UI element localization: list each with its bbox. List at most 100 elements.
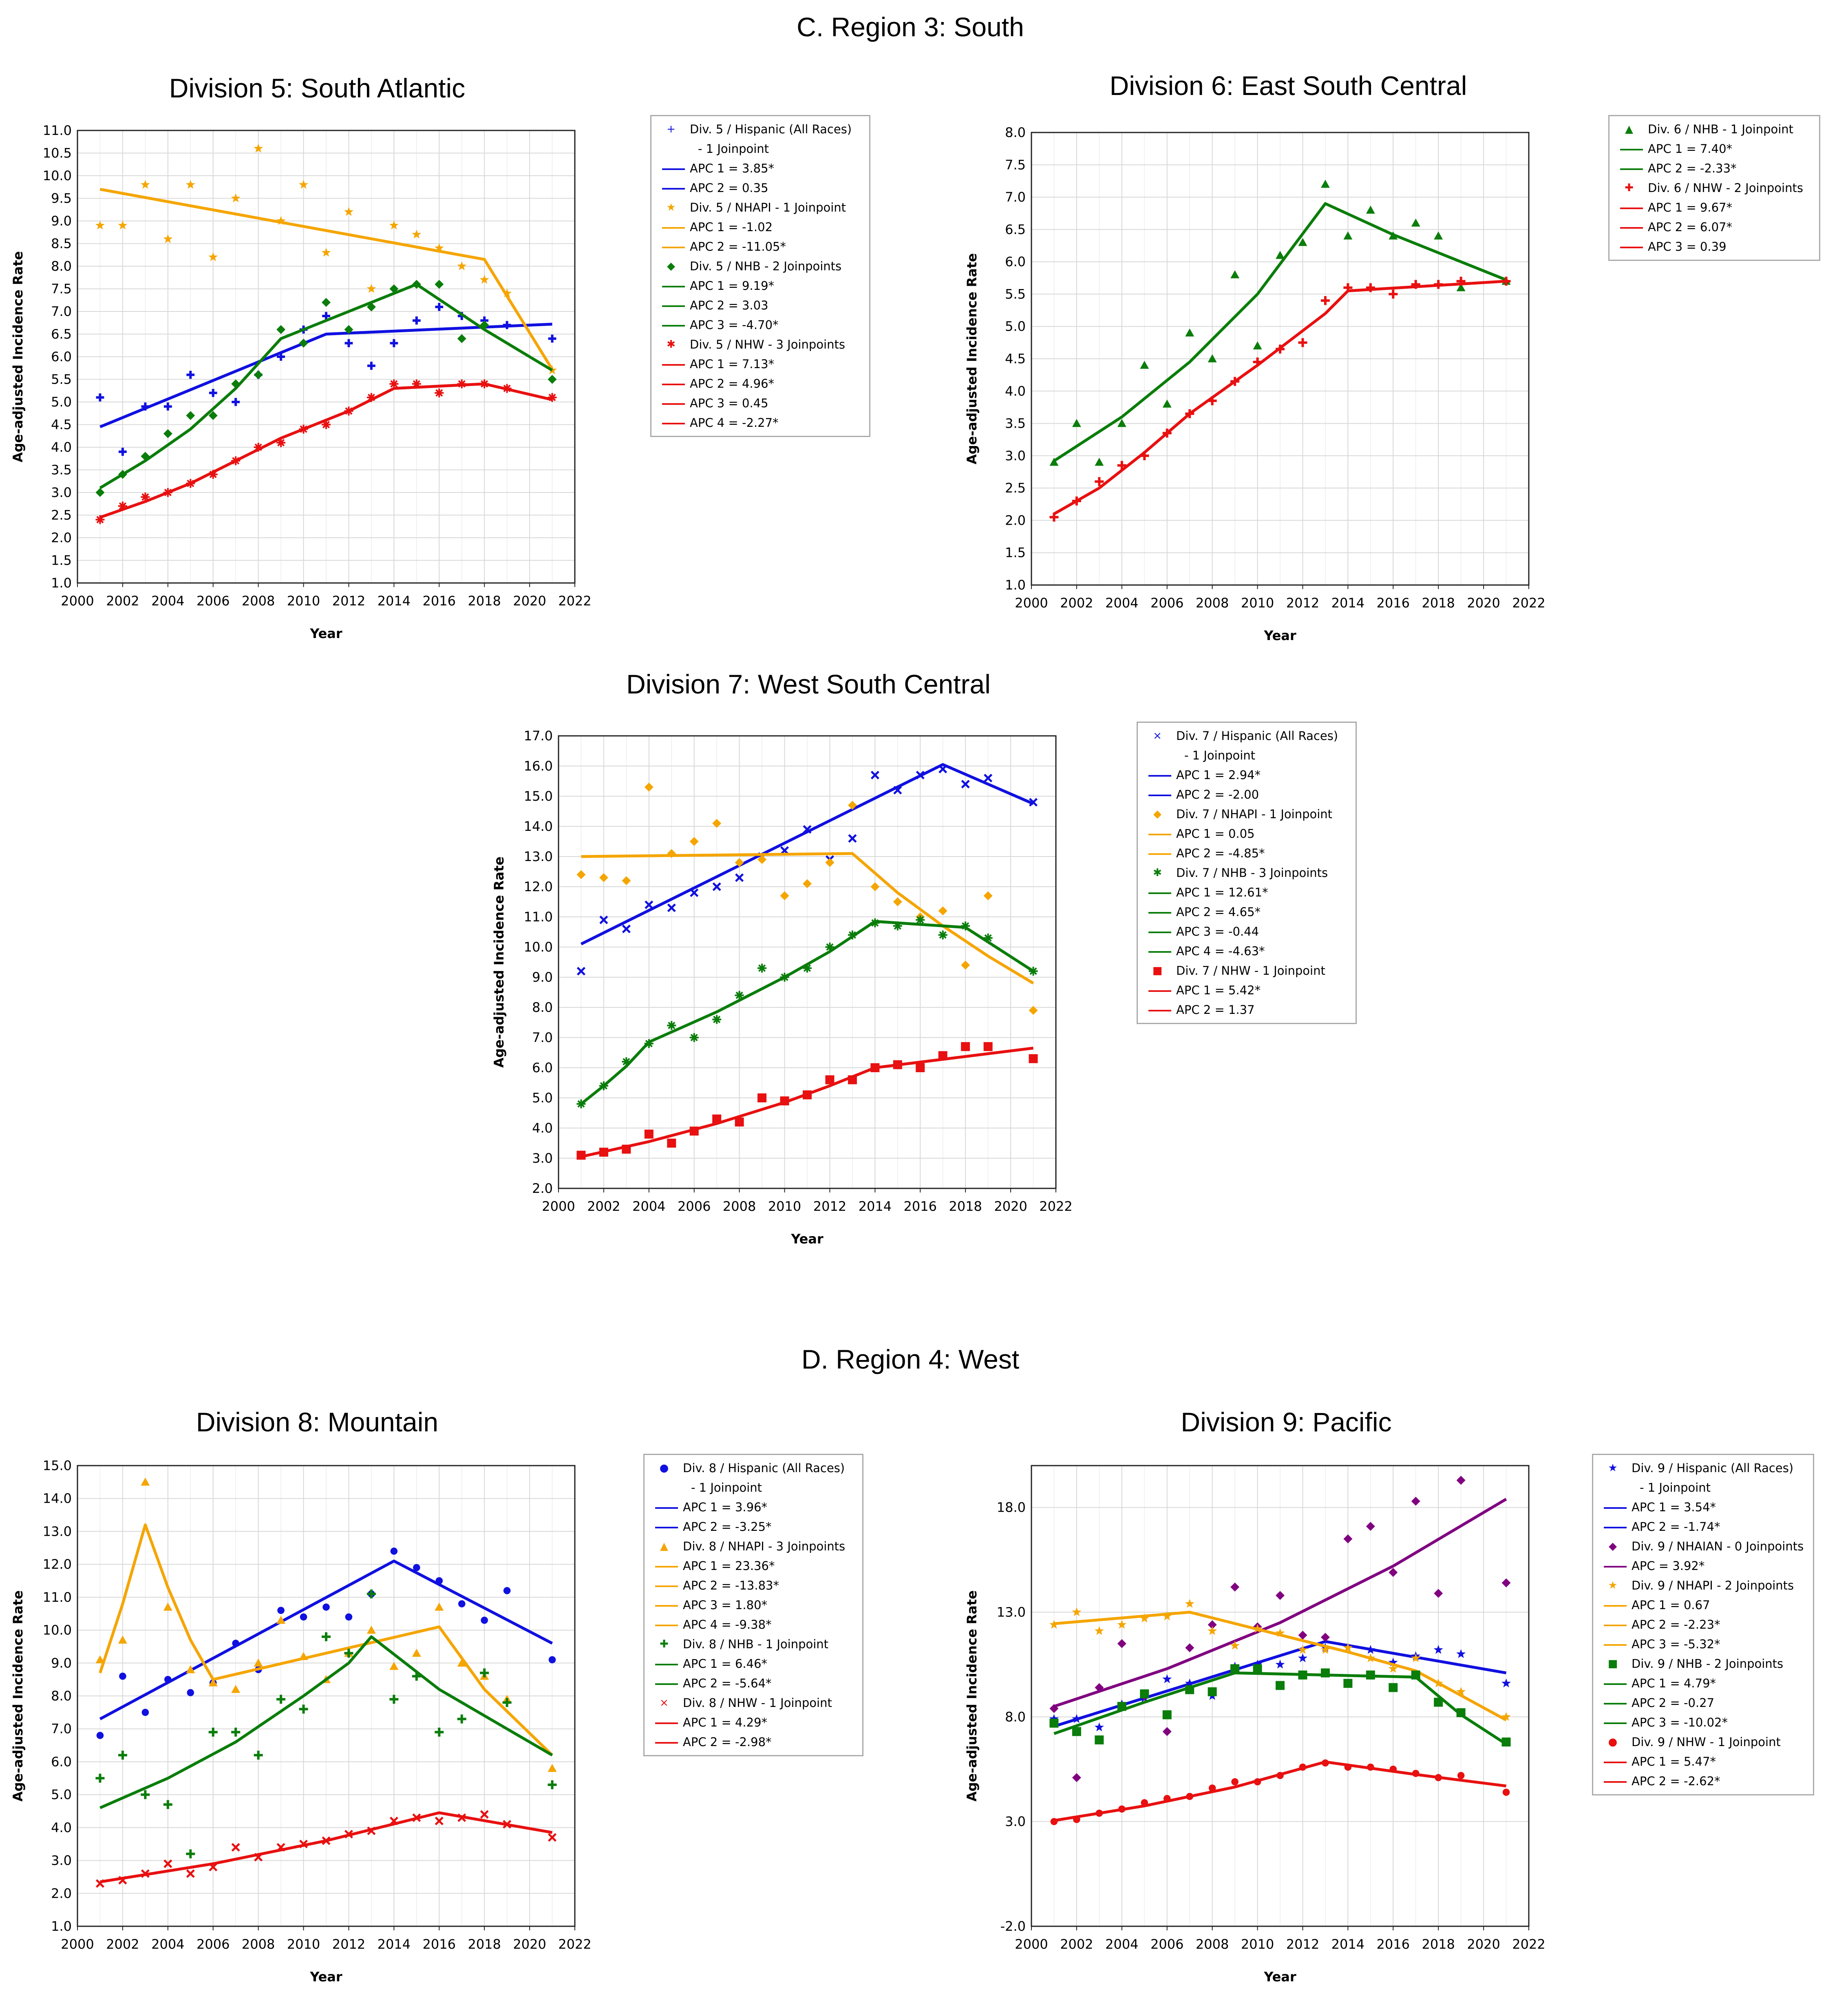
- legend-marker-icon: ×: [660, 1697, 669, 1709]
- x-tick-label: 2000: [1015, 1936, 1048, 1952]
- x-tick-label: 2012: [1286, 1936, 1319, 1952]
- y-axis-label: Age-adjusted Incidence Rate: [10, 1590, 26, 1802]
- data-point: [1435, 1774, 1442, 1782]
- data-point: [983, 933, 993, 943]
- legend-apc-label: APC 1 = 4.29*: [683, 1716, 768, 1729]
- legend-line-swatch: [1148, 775, 1171, 777]
- legend-apc: APC 1 = 4.79*: [1599, 1674, 1807, 1693]
- legend-label: Div. 8 / Hispanic (All Races): [683, 1461, 845, 1475]
- data-point: [1366, 1645, 1376, 1654]
- data-point: [622, 1057, 631, 1066]
- legend-apc-label: APC 3 = 0.45: [690, 396, 768, 410]
- y-tick-label: 9.0: [51, 213, 72, 229]
- data-point: [209, 1863, 218, 1872]
- x-tick-label: 2000: [1015, 595, 1048, 611]
- legend-label: - 1 Joinpoint: [691, 1481, 762, 1495]
- legend-line-swatch: [662, 305, 685, 307]
- data-point: [1343, 1643, 1353, 1652]
- chart-div7: 2000 2002 2004 2006 2008 2010 2012 2014 2016 2018…: [491, 728, 1073, 1247]
- data-point: [938, 764, 947, 773]
- legend-apc: APC 2 = -2.00: [1144, 785, 1350, 804]
- x-tick-label: 2014: [1331, 595, 1364, 611]
- y-tick-label: 17.0: [524, 728, 553, 744]
- legend-marker-icon: ◆: [667, 260, 675, 272]
- legend-label: Div. 9 / NHAPI - 2 Joinpoints: [1632, 1579, 1794, 1592]
- legend-marker-icon: ◆: [1153, 808, 1161, 820]
- legend-apc: APC 2 = -0.27: [1599, 1693, 1807, 1713]
- data-point: [412, 1671, 421, 1681]
- data-point: [1095, 457, 1104, 466]
- legend-apc-label: APC 4 = -2.27*: [690, 416, 779, 430]
- series-2: [576, 915, 1038, 1108]
- data-point: [644, 1129, 654, 1139]
- legend-apc: APC 2 = -4.85*: [1144, 843, 1350, 863]
- data-point: [1072, 419, 1081, 427]
- legend-label: Div. 5 / Hispanic (All Races): [690, 122, 852, 136]
- y-tick-label: 2.0: [51, 530, 72, 545]
- data-point: [1456, 283, 1466, 291]
- data-point: [1185, 328, 1194, 337]
- data-point: [277, 353, 285, 361]
- legend-label: Div. 5 / NHW - 3 Joinpoints: [690, 338, 845, 351]
- data-point: [322, 1603, 330, 1611]
- y-axis-label: Age-adjusted Incidence Rate: [491, 857, 507, 1068]
- gridlines: [558, 735, 1056, 1189]
- chart-title-div9: Division 9: Pacific: [1181, 1407, 1392, 1437]
- data-point: [140, 180, 150, 189]
- legend-line-swatch: [1620, 208, 1643, 209]
- legend-marker-icon: ✱: [1153, 867, 1162, 879]
- data-point: [916, 915, 925, 925]
- y-tick-label: 4.5: [51, 417, 72, 433]
- x-tick-label: 2014: [1331, 1936, 1364, 1952]
- y-tick-label: 14.0: [43, 1491, 72, 1506]
- y-tick-label: 1.5: [1005, 545, 1026, 561]
- x-tick-label: 2004: [1105, 595, 1138, 611]
- data-point: [231, 456, 241, 466]
- data-point: [118, 1635, 127, 1644]
- legend-label: Div. 7 / NHB - 3 Joinpoints: [1176, 866, 1328, 880]
- data-point: [1095, 1809, 1103, 1817]
- legend-apc: APC 1 = 9.67*: [1615, 198, 1813, 217]
- data-point: [1343, 1679, 1353, 1688]
- data-point: [1185, 409, 1194, 418]
- fit-line: [580, 920, 1034, 1105]
- data-point: [344, 325, 353, 334]
- data-point: [1072, 496, 1081, 506]
- data-point: [367, 1589, 376, 1599]
- legend-apc: APC 1 = 2.94*: [1144, 765, 1350, 785]
- legend-apc: APC 3 = 1.80*: [650, 1595, 857, 1615]
- legend-line-swatch: [1604, 1625, 1627, 1626]
- fit-line: [1053, 1498, 1507, 1708]
- data-point: [277, 1607, 285, 1614]
- legend-apc-label: APC 2 = 0.35: [690, 181, 768, 195]
- legend-div6: ▲ Div. 6 / NHB - 1 Joinpoint APC 1 = 7.40*…: [1608, 115, 1820, 261]
- data-point: [1456, 1649, 1466, 1658]
- x-tick-label: 2006: [197, 1936, 230, 1952]
- data-point: [1343, 231, 1353, 240]
- x-tick-label: 2010: [287, 593, 320, 609]
- x-tick-label: 2022: [1039, 1199, 1072, 1214]
- data-point: [870, 771, 879, 779]
- legend-apc-label: APC 4 = -9.38*: [683, 1618, 772, 1632]
- legend-apc: APC 1 = 23.36*: [650, 1556, 857, 1576]
- data-point: [712, 819, 722, 828]
- y-tick-label: 7.0: [51, 1721, 72, 1737]
- gridlines: [1031, 1466, 1529, 1927]
- x-tick-label: 2022: [1512, 595, 1545, 611]
- fit-line: [99, 382, 553, 519]
- y-tick-label: 16.0: [524, 758, 553, 774]
- data-point: [185, 180, 195, 189]
- data-point: [254, 1751, 263, 1760]
- data-point: [299, 1652, 308, 1660]
- legend-marker-icon: ■: [1152, 965, 1163, 977]
- data-point: [412, 379, 421, 389]
- y-tick-label: 5.5: [1005, 286, 1026, 302]
- series-3: [95, 1810, 557, 1888]
- data-point: [1412, 1770, 1420, 1777]
- data-point: [548, 375, 557, 384]
- legend-line-swatch: [1620, 247, 1643, 248]
- y-tick-label: 2.5: [1005, 480, 1026, 496]
- legend-marker-icon: ▲: [1625, 123, 1633, 135]
- data-point: [576, 967, 586, 976]
- y-tick-label: 12.0: [524, 879, 553, 894]
